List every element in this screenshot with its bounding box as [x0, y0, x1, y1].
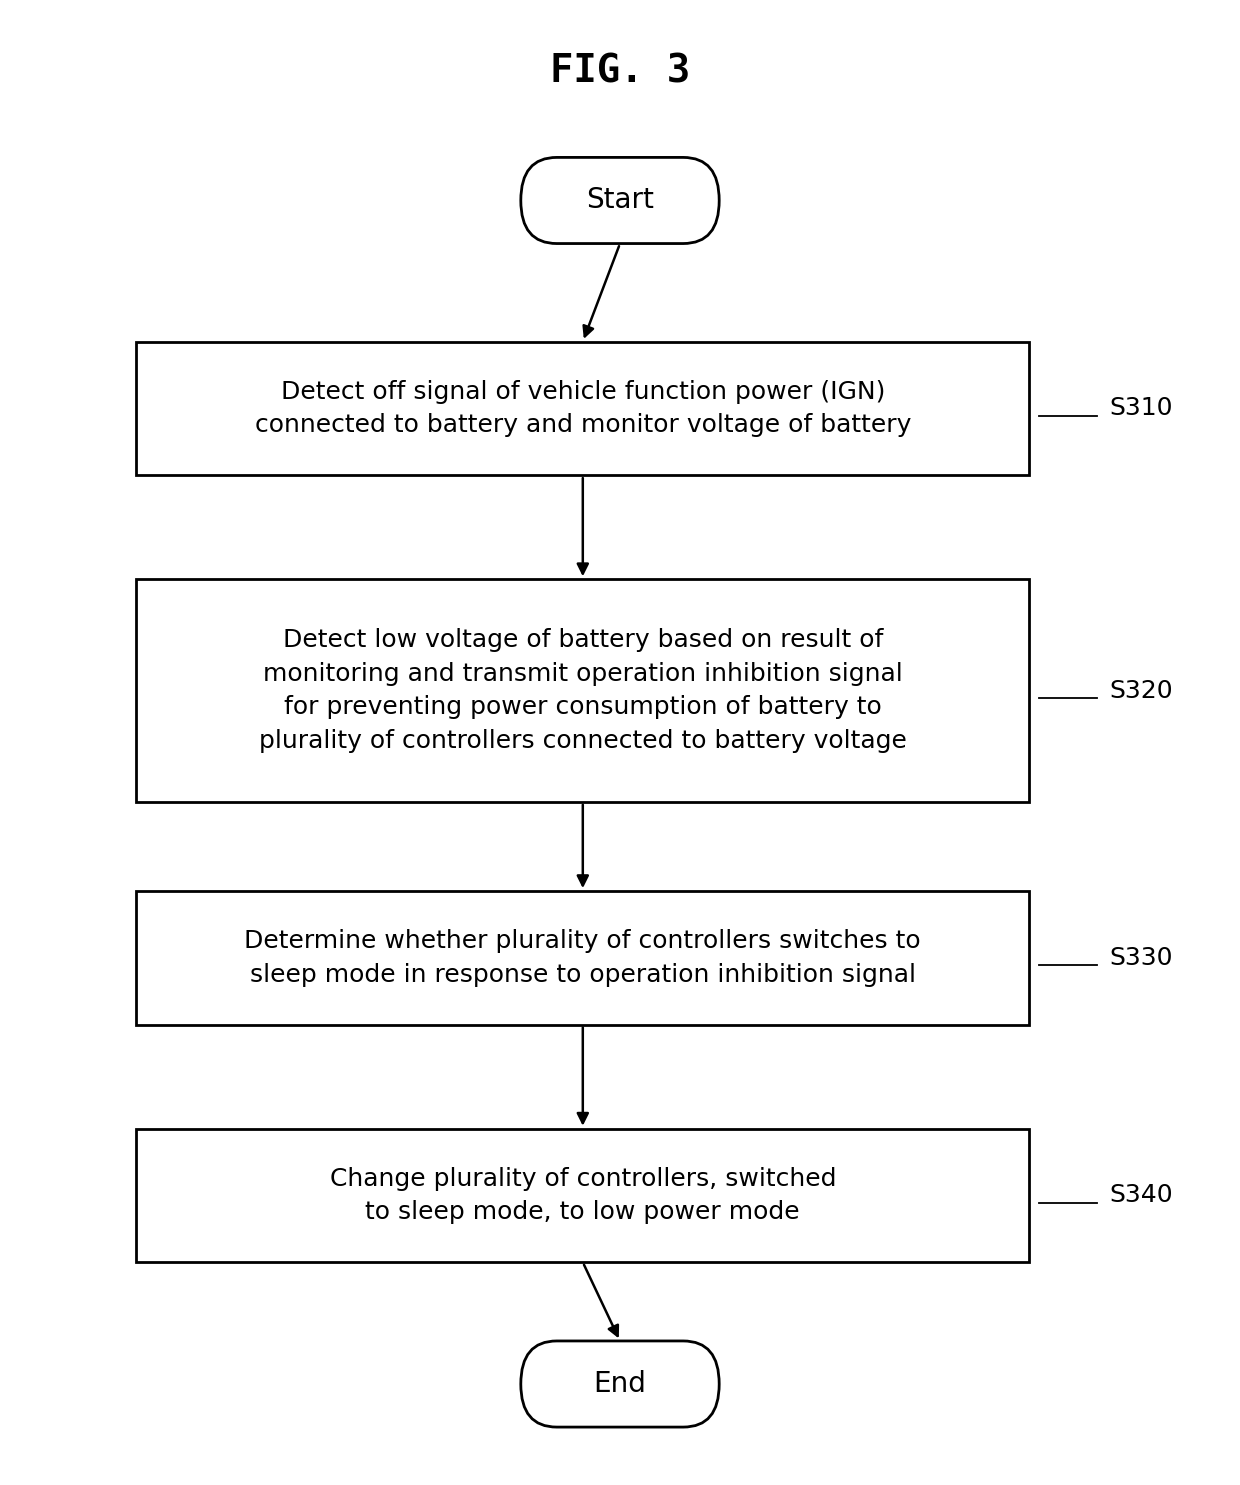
Bar [136, 342, 1029, 475]
Text: S310: S310 [1110, 396, 1173, 420]
Text: Detect off signal of vehicle function power (IGN)
connected to battery and monit: Detect off signal of vehicle function po… [254, 380, 911, 437]
Bar [136, 579, 1029, 802]
Text: S340: S340 [1110, 1184, 1173, 1207]
Text: FIG. 3: FIG. 3 [549, 52, 691, 91]
Text: End: End [594, 1371, 646, 1397]
Text: Start: Start [587, 187, 653, 214]
Text: Change plurality of controllers, switched
to sleep mode, to low power mode: Change plurality of controllers, switche… [330, 1167, 836, 1224]
FancyBboxPatch shape [521, 1341, 719, 1427]
Bar [136, 1129, 1029, 1262]
Text: Determine whether plurality of controllers switches to
sleep mode in response to: Determine whether plurality of controlle… [244, 930, 921, 986]
Text: Detect low voltage of battery based on result of
monitoring and transmit operati: Detect low voltage of battery based on r… [259, 628, 906, 753]
Bar [136, 891, 1029, 1025]
FancyBboxPatch shape [521, 157, 719, 244]
Text: S320: S320 [1110, 679, 1173, 702]
Text: S330: S330 [1110, 946, 1173, 970]
